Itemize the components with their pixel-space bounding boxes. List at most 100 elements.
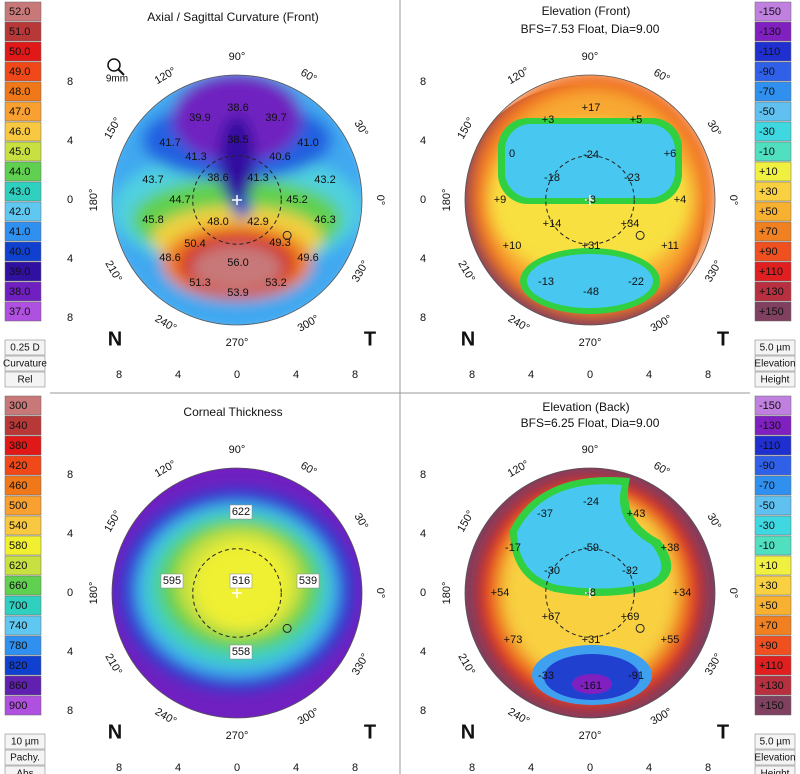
scale-cell — [4, 395, 42, 416]
x-tick-label: 4 — [528, 369, 534, 381]
scale-label: +150 — [759, 306, 784, 318]
scale-cell — [754, 455, 792, 476]
scale-caption: Height — [761, 375, 790, 386]
map-value: -32 — [622, 565, 638, 577]
angle-label: 270° — [579, 337, 602, 349]
scale-cell — [754, 615, 792, 636]
scale-cell — [4, 21, 42, 42]
nasal-label: N — [461, 721, 475, 743]
scale-cell — [754, 41, 792, 62]
scale-cell — [754, 81, 792, 102]
scale-cell — [4, 495, 42, 516]
scale-cell — [754, 61, 792, 82]
map-value: 46.3 — [314, 214, 335, 226]
scale-cell — [754, 21, 792, 42]
scale-cell — [754, 595, 792, 616]
x-tick-label: 0 — [587, 762, 593, 774]
map-value: +11 — [661, 240, 679, 252]
x-tick-label: 8 — [705, 762, 711, 774]
y-tick-label: 4 — [420, 528, 426, 540]
scale-cell — [4, 475, 42, 496]
scale-label: +90 — [759, 246, 778, 258]
scale-label: 820 — [9, 660, 27, 672]
scale-label: 580 — [9, 540, 27, 552]
nasal-label: N — [108, 721, 122, 743]
map-value: 516 — [232, 575, 250, 587]
map-value: +69 — [621, 611, 640, 623]
y-tick-label: 4 — [420, 646, 426, 658]
scale-cell — [754, 141, 792, 162]
scale-cell — [754, 395, 792, 416]
center-cross — [585, 588, 595, 598]
scale-cell — [4, 595, 42, 616]
map-value: 45.2 — [286, 194, 307, 206]
map-value: 48.0 — [207, 216, 228, 228]
map-value: 43.7 — [142, 174, 163, 186]
scale-caption: 10 µm — [11, 737, 39, 748]
map-value: +3 — [542, 114, 555, 126]
scale-cell — [4, 655, 42, 676]
x-tick-label: 0 — [234, 369, 240, 381]
map-value: +5 — [630, 114, 643, 126]
y-tick-label: 4 — [67, 253, 73, 265]
scale-cell — [4, 535, 42, 556]
map-value: +34 — [621, 218, 640, 230]
scale-label: 540 — [9, 520, 27, 532]
scale-caption-box — [4, 749, 46, 766]
scale-cell — [4, 41, 42, 62]
scale-label: -50 — [759, 106, 775, 118]
map-title: Axial / Sagittal Curvature (Front) — [147, 10, 318, 24]
x-tick-label: 0 — [234, 762, 240, 774]
map-value: +17 — [582, 102, 601, 114]
scale-label: 48.0 — [9, 86, 30, 98]
y-tick-label: 0 — [420, 587, 426, 599]
scale-cell — [4, 695, 42, 716]
scale-label: 380 — [9, 440, 27, 452]
label-box — [229, 573, 253, 589]
scale-cell — [4, 141, 42, 162]
x-tick-label: 4 — [175, 762, 181, 774]
scale-cell — [754, 575, 792, 596]
scale-cell — [754, 515, 792, 536]
label-box — [296, 573, 320, 589]
zone-circle — [192, 155, 282, 245]
thinnest-point — [282, 230, 292, 240]
angle-label: 0° — [727, 588, 739, 599]
scale-caption-box — [4, 355, 46, 372]
map-value: 595 — [163, 575, 181, 587]
y-tick-label: 4 — [420, 253, 426, 265]
thinnest-point — [635, 623, 645, 633]
scale-cell — [754, 261, 792, 282]
x-tick-label: 8 — [352, 369, 358, 381]
scale-caption: 5.0 µm — [760, 343, 791, 354]
scale-label: +70 — [759, 226, 778, 238]
map-value: +14 — [543, 218, 562, 230]
scale-cell — [4, 515, 42, 536]
scale-cell — [4, 301, 42, 322]
scale-caption-box — [4, 371, 46, 388]
angle-label: 270° — [226, 337, 249, 349]
map-value: 44.7 — [169, 194, 190, 206]
map-value: 558 — [232, 646, 250, 658]
map-value: -22 — [628, 276, 644, 288]
scale-label: 740 — [9, 620, 27, 632]
scale-cell — [4, 161, 42, 182]
map-value: 49.6 — [297, 252, 318, 264]
temporal-label: T — [364, 328, 376, 350]
map-value: -48 — [583, 286, 599, 298]
scale-label: 37.0 — [9, 306, 30, 318]
scale-label: +150 — [759, 700, 784, 712]
map-value: 39.7 — [265, 112, 286, 124]
map-subtitle: BFS=7.53 Float, Dia=9.00 — [521, 22, 660, 36]
scale-caption: Rel — [17, 375, 32, 386]
zoom-icon — [107, 58, 121, 72]
map-outline — [464, 74, 716, 326]
map-value: -30 — [544, 565, 560, 577]
scale-label: 500 — [9, 500, 27, 512]
scale-cell — [754, 495, 792, 516]
map-value: 38.6 — [227, 102, 248, 114]
scale-label: +130 — [759, 286, 784, 298]
scale-cell — [754, 301, 792, 322]
